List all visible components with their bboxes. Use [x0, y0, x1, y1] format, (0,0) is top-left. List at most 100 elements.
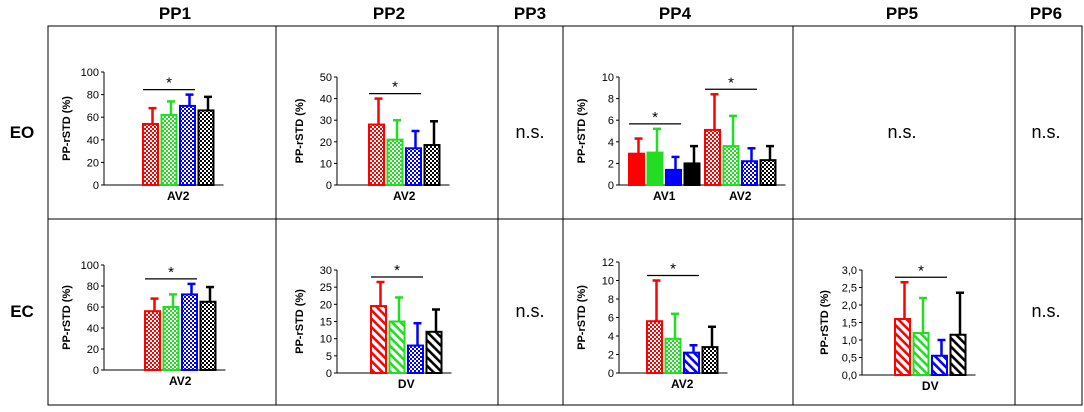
bar — [181, 293, 198, 371]
bar — [704, 128, 721, 186]
bar — [388, 320, 406, 374]
x-group-label: AV2 — [671, 377, 694, 391]
y-axis-label: PP-rSTD (%) — [294, 98, 306, 163]
x-group-label: AV2 — [729, 189, 752, 203]
bar — [949, 333, 967, 376]
y-tick-label: 10 — [320, 334, 332, 346]
y-tick-label: 0 — [326, 180, 332, 192]
bar — [759, 159, 777, 187]
bar — [931, 354, 948, 376]
bar — [199, 300, 217, 371]
bar — [664, 337, 682, 374]
y-axis-label: PP-rSTD (%) — [576, 285, 588, 350]
y-tick-label: 80 — [87, 281, 99, 293]
column-header-pp4: PP4 — [659, 4, 692, 23]
significance-star: * — [392, 79, 398, 96]
x-group-label: AV2 — [393, 189, 416, 203]
bar — [665, 168, 682, 187]
bar — [425, 330, 443, 374]
bar — [912, 332, 930, 376]
chart-ec-pp2: 0 5 10 15 20 25 30 PP-rSTD (%) DV * — [294, 262, 452, 391]
y-tick-label: 100 — [81, 67, 99, 79]
y-tick-label: 2 — [608, 350, 614, 362]
bar — [741, 160, 758, 187]
significance-star: * — [168, 264, 174, 281]
bar — [407, 344, 424, 374]
y-tick-label: 4 — [608, 331, 614, 343]
y-tick-label: 0 — [608, 368, 614, 380]
chart-ec-pp5: 0,0 0,5 1,0 1,5 2,0 2,5 3,0 PP-rSTD (%) DV * — [819, 262, 976, 393]
significance-star: * — [670, 261, 676, 278]
ns-label: n.s. — [515, 122, 544, 142]
y-tick-label: 20 — [320, 137, 332, 149]
bar — [722, 145, 740, 186]
bar — [646, 320, 663, 375]
chart-eo-pp2: 0 10 20 30 40 50 PP-rSTD (%) AV2 * — [294, 72, 450, 203]
y-tick-label: 8 — [608, 294, 614, 306]
bar — [144, 310, 161, 372]
y-tick-label: 80 — [87, 90, 99, 102]
y-tick-label: 0 — [326, 368, 332, 380]
ns-label: n.s. — [887, 122, 916, 142]
y-tick-label: 10 — [602, 72, 614, 84]
y-tick-label: 60 — [87, 302, 99, 314]
y-tick-label: 20 — [87, 157, 99, 169]
y-tick-label: 10 — [320, 158, 332, 170]
y-tick-label: 3,0 — [842, 265, 857, 277]
y-tick-label: 30 — [320, 115, 332, 127]
y-axis-label: PP-rSTD (%) — [294, 289, 306, 354]
y-tick-label: 20 — [87, 344, 99, 356]
chart-ec-pp4: 0 2 4 6 8 10 12 PP-rSTD (%) AV2 * — [576, 257, 728, 391]
chart-eo-pp4: 0 2 4 6 8 10 PP-rSTD (%) AV1 AV2 * * — [576, 72, 786, 203]
y-tick-label: 0 — [608, 180, 614, 192]
row-header-ec: EC — [10, 302, 34, 321]
x-group-label: AV1 — [653, 189, 676, 203]
bar — [701, 346, 719, 375]
grid-frame — [47, 25, 1083, 406]
y-tick-label: 1,0 — [842, 335, 857, 347]
ns-label: n.s. — [1031, 122, 1060, 142]
bar — [405, 147, 422, 186]
y-axis-label: PP-rSTD (%) — [61, 96, 73, 161]
bar — [197, 109, 215, 186]
bar — [162, 306, 180, 371]
x-group-label: AV2 — [167, 189, 190, 203]
y-tick-label: 6 — [608, 313, 614, 325]
significance-star: * — [166, 75, 172, 92]
chart-ec-pp1: 0 20 40 60 80 100 PP-rSTD (%) AV2 * — [61, 260, 226, 388]
y-tick-label: 10 — [602, 276, 614, 288]
y-tick-label: 60 — [87, 112, 99, 124]
y-tick-label: 5 — [326, 351, 332, 363]
column-header-pp3: PP3 — [514, 4, 546, 23]
bar — [370, 305, 387, 374]
y-axis-label: PP-rSTD (%) — [819, 290, 831, 355]
bar — [179, 104, 196, 186]
y-tick-label: 40 — [87, 323, 99, 335]
bar — [368, 123, 385, 186]
y-tick-label: 0,0 — [842, 370, 857, 382]
y-tick-label: 0 — [93, 365, 99, 377]
y-axis-label: PP-rSTD (%) — [576, 98, 588, 163]
y-tick-label: 40 — [320, 94, 332, 106]
bar — [683, 162, 701, 186]
y-tick-label: 2 — [608, 158, 614, 170]
ns-label: n.s. — [1031, 301, 1060, 321]
y-tick-label: 40 — [87, 135, 99, 147]
x-group-label: AV2 — [169, 374, 192, 388]
y-tick-label: 30 — [320, 265, 332, 277]
y-tick-label: 12 — [602, 257, 614, 269]
column-header-pp1: PP1 — [159, 4, 191, 23]
y-tick-label: 1,5 — [842, 318, 857, 330]
ns-label: n.s. — [515, 301, 544, 321]
column-header-pp2: PP2 — [373, 4, 405, 23]
significance-star: * — [652, 109, 658, 126]
chart-eo-pp1: 0 20 40 60 80 100 PP-rSTD (%) AV2 * — [61, 67, 224, 203]
y-tick-label: 6 — [608, 115, 614, 127]
y-tick-label: 50 — [320, 72, 332, 84]
y-tick-label: 25 — [320, 282, 332, 294]
significance-star: * — [394, 262, 400, 279]
column-header-pp5: PP5 — [886, 4, 918, 23]
y-tick-label: 2,5 — [842, 283, 857, 295]
bar — [423, 144, 441, 186]
y-tick-label: 100 — [81, 260, 99, 272]
